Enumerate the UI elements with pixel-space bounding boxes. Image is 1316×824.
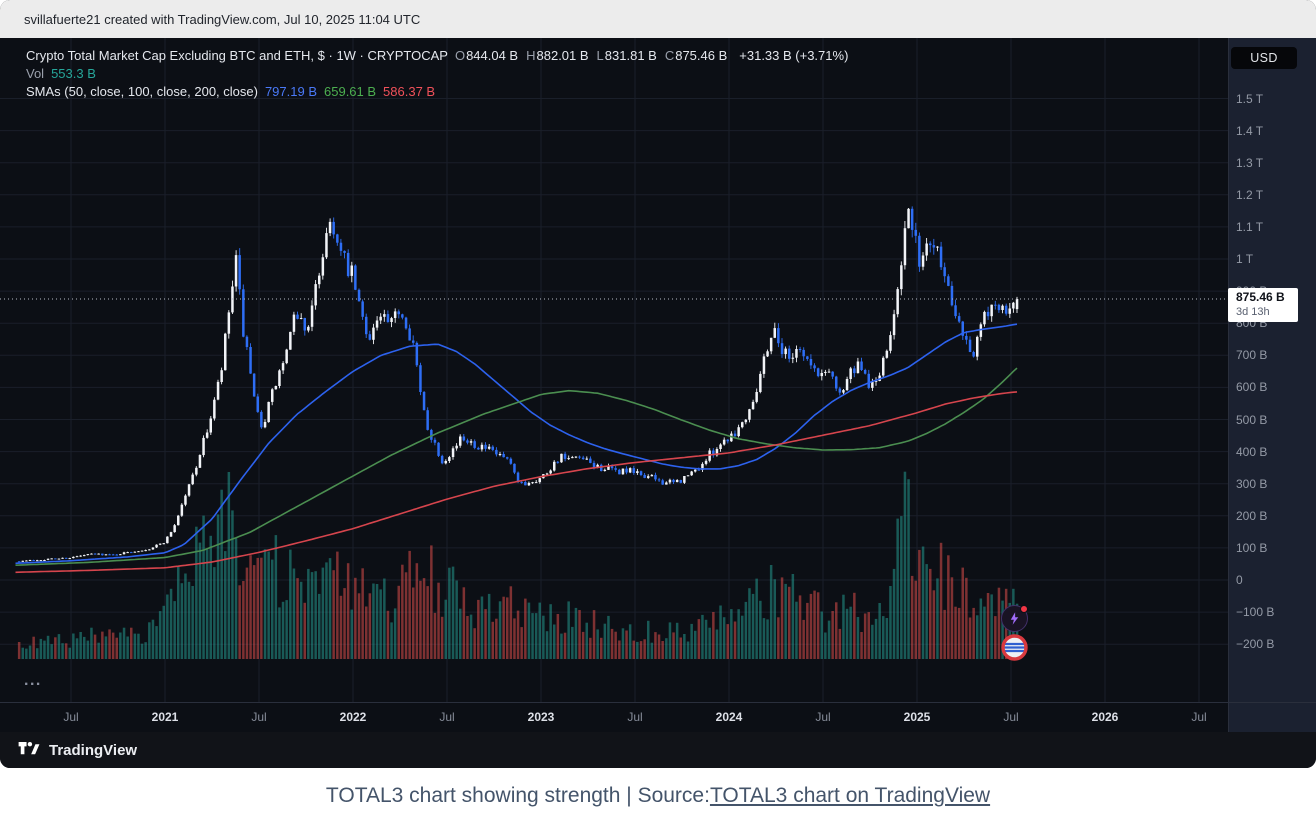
time-tick: 2022 [339, 710, 367, 724]
attribution-bar: svillafuerte21 created with TradingView.… [0, 0, 1316, 38]
caption-link[interactable]: TOTAL3 chart on TradingView [709, 784, 991, 807]
globe-icon [1001, 634, 1028, 661]
ohlc-value: 831.81 B [604, 48, 657, 63]
ohlc-value: 882.01 B [536, 48, 589, 63]
volume-label: Vol [26, 66, 45, 81]
price-chart-canvas[interactable] [0, 38, 1316, 732]
sma-value: 659.61 B [324, 84, 377, 99]
ohlc-letter: C [664, 48, 675, 63]
sma-value: 586.37 B [383, 84, 436, 99]
floating-buttons [1001, 605, 1028, 661]
footer-bar: TradingView [0, 732, 1316, 768]
last-price-value: 875.46 B [1236, 290, 1285, 304]
time-tick: Jul [439, 710, 455, 724]
ohlc-pair: H 882.01 B [526, 48, 588, 63]
footer-brand[interactable]: TradingView [49, 741, 138, 759]
last-price-label: 875.46 B 3d 13h [1228, 288, 1298, 322]
price-axis[interactable] [1228, 38, 1316, 732]
ohlc-values: O 844.04 B H 882.01 B L 831.81 B C 875.46 B [455, 48, 732, 63]
chart-legend: Crypto Total Market Cap Excluding BTC an… [26, 48, 848, 99]
change-value: +31.33 B (+3.71%) [739, 48, 849, 63]
time-tick: 2025 [903, 710, 931, 724]
time-tick: 2023 [527, 710, 555, 724]
attribution-text: svillafuerte21 created with TradingView.… [24, 11, 421, 27]
lightning-icon [1010, 612, 1019, 625]
tradingview-screenshot: svillafuerte21 created with TradingView.… [0, 0, 1316, 768]
sma-values: 797.19 B 659.61 B 586.37 B [265, 84, 439, 99]
symbol-legend-row[interactable]: Crypto Total Market Cap Excluding BTC an… [26, 48, 848, 63]
ohlc-letter: O [454, 48, 466, 63]
ohlc-pair: O 844.04 B [455, 48, 518, 63]
volume-legend-row[interactable]: Vol 553.3 B [26, 66, 848, 81]
time-tick: Jul [1191, 710, 1207, 724]
currency-button[interactable]: USD [1231, 47, 1297, 69]
time-tick: Jul [63, 710, 79, 724]
bar-countdown: 3d 13h [1236, 306, 1270, 318]
symbol-title: Crypto Total Market Cap Excluding BTC an… [26, 48, 448, 63]
ohlc-pair: C 875.46 B [665, 48, 727, 63]
ohlc-value: 875.46 B [675, 48, 728, 63]
sma-value: 797.19 B [264, 84, 317, 99]
time-tick: 2024 [715, 710, 743, 724]
time-axis[interactable]: Jul 2021 Jul 2022 Jul 2023 Jul 2024 Jul 2025 Jul 20… [0, 702, 1316, 732]
time-tick: Jul [251, 710, 267, 724]
ohlc-pair: L 831.81 B [597, 48, 657, 63]
time-tick: 2026 [1091, 710, 1119, 724]
floating-logo-button[interactable] [1001, 634, 1028, 661]
caption-text: TOTAL3 chart showing strength | Source: [325, 784, 710, 807]
chart-area: 1.5 T1.4 T1.3 T1.2 T1.1 T1 T900 B800 B70… [0, 38, 1316, 732]
smas-label: SMAs (50, close, 100, close, 200, close) [26, 84, 258, 99]
ohlc-value: 844.04 B [466, 48, 519, 63]
volume-value: 553.3 B [51, 66, 96, 81]
notification-badge [1020, 605, 1028, 613]
ohlc-letter: L [596, 48, 604, 63]
tradingview-logo-icon[interactable] [18, 741, 40, 759]
floating-lightning-button[interactable] [1001, 605, 1028, 632]
ohlc-letter: H [526, 48, 536, 63]
more-button[interactable]: ... [24, 672, 42, 689]
smas-legend-row[interactable]: SMAs (50, close, 100, close, 200, close)… [26, 84, 848, 99]
caption: TOTAL3 chart showing strength | Source: … [0, 768, 1316, 824]
time-tick: Jul [815, 710, 831, 724]
time-tick: Jul [1003, 710, 1019, 724]
time-tick: Jul [627, 710, 643, 724]
time-tick: 2021 [151, 710, 179, 724]
